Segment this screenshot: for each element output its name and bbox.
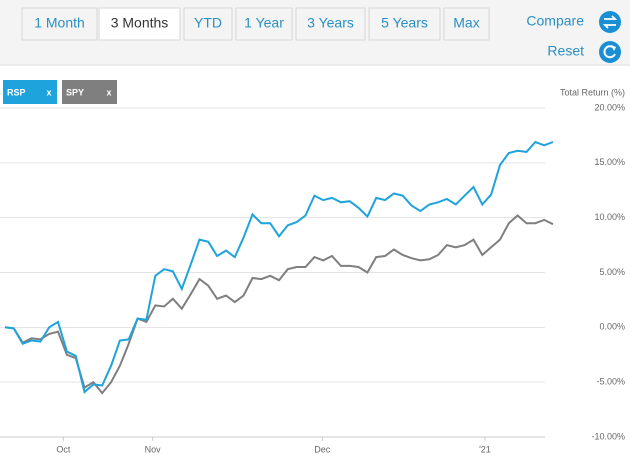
compare-icon[interactable]: [599, 11, 621, 33]
legend-chip[interactable]: [3, 80, 57, 104]
legend-chip[interactable]: [62, 80, 117, 104]
x-tick-label: Dec: [314, 444, 331, 454]
y-tick-label: 0.00%: [599, 322, 625, 332]
tab-label[interactable]: YTD: [194, 15, 222, 31]
tab-label[interactable]: 1 Month: [34, 15, 85, 31]
tab[interactable]: [443, 7, 490, 41]
tab[interactable]: [21, 7, 98, 41]
axis-title: Total Return (%): [560, 87, 625, 97]
tab-label[interactable]: 3 Years: [307, 15, 354, 31]
y-tick-label: 5.00%: [599, 267, 625, 277]
tab[interactable]: [98, 7, 181, 41]
legend-close[interactable]: x: [106, 87, 111, 97]
y-tick-label: -10.00%: [591, 431, 625, 441]
x-tick-label: Nov: [145, 444, 162, 454]
reset-icon[interactable]: [599, 41, 621, 63]
tab-label[interactable]: 1 Year: [244, 15, 284, 31]
tab[interactable]: [368, 7, 441, 41]
compare-label[interactable]: Compare: [526, 13, 584, 29]
legend-close[interactable]: x: [46, 87, 51, 97]
tab[interactable]: [295, 7, 366, 41]
x-tick-label: Oct: [56, 444, 71, 454]
y-tick-label: -5.00%: [596, 377, 625, 387]
series-line: [4, 214, 554, 395]
tab-label[interactable]: Max: [453, 15, 479, 31]
legend-label[interactable]: SPY: [66, 87, 84, 97]
reset-label[interactable]: Reset: [547, 43, 584, 59]
y-tick-label: 15.00%: [594, 157, 625, 167]
tab-label[interactable]: 3 Months: [111, 15, 169, 31]
tab[interactable]: [235, 7, 293, 41]
x-tick-label: '21: [479, 444, 491, 454]
series-line: [4, 140, 554, 394]
tab[interactable]: [183, 7, 233, 41]
tab-label[interactable]: 5 Years: [381, 15, 428, 31]
y-tick-label: 10.00%: [594, 212, 625, 222]
legend-label[interactable]: RSP: [7, 87, 26, 97]
y-tick-label: 20.00%: [594, 102, 625, 112]
